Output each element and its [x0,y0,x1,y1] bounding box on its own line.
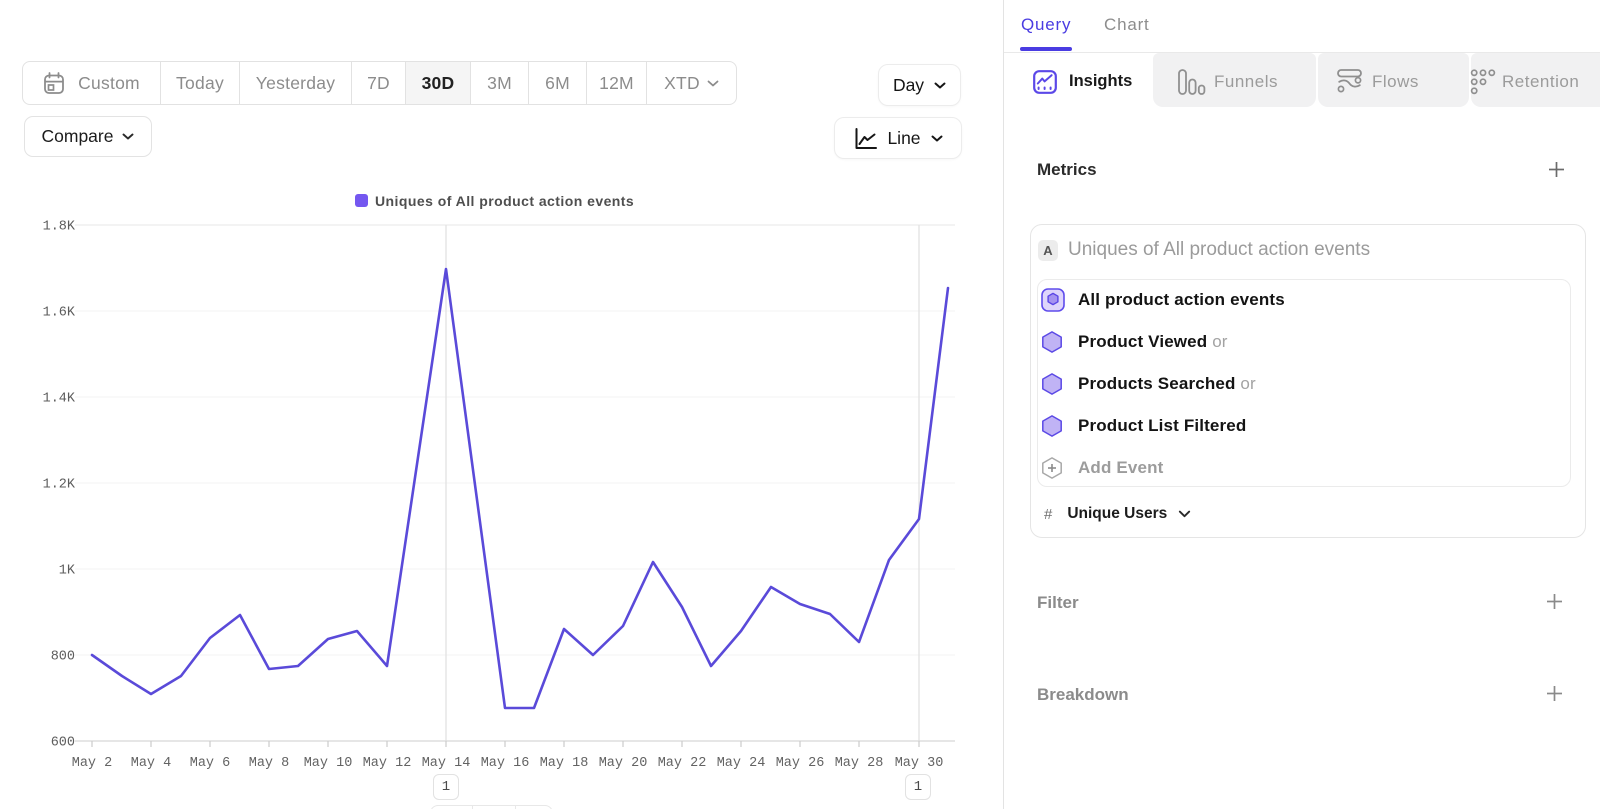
svg-text:May 26: May 26 [776,756,825,771]
svg-text:800: 800 [51,650,75,665]
svg-text:May 10: May 10 [304,756,353,771]
svg-text:May 2: May 2 [72,756,113,771]
svg-text:1.2K: 1.2K [43,478,76,493]
svg-text:1.4K: 1.4K [43,392,76,407]
svg-text:1K: 1K [59,564,76,579]
svg-text:May 20: May 20 [599,756,648,771]
svg-text:May 24: May 24 [717,756,766,771]
svg-text:1.6K: 1.6K [43,306,76,321]
svg-text:May 6: May 6 [190,756,231,771]
svg-text:May 14: May 14 [422,756,471,771]
svg-text:600: 600 [51,736,75,751]
svg-text:May 4: May 4 [131,756,172,771]
svg-text:May 28: May 28 [835,756,884,771]
svg-text:May 22: May 22 [658,756,707,771]
svg-text:May 16: May 16 [481,756,530,771]
svg-text:May 12: May 12 [363,756,412,771]
svg-text:1.8K: 1.8K [43,220,76,235]
svg-text:May 18: May 18 [540,756,589,771]
svg-text:May 30: May 30 [895,756,944,771]
svg-text:May 8: May 8 [249,756,290,771]
